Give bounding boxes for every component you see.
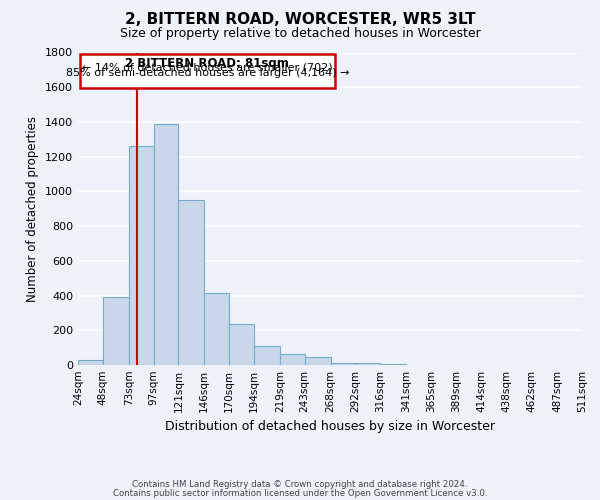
Y-axis label: Number of detached properties: Number of detached properties — [26, 116, 40, 302]
Text: Contains public sector information licensed under the Open Government Licence v3: Contains public sector information licen… — [113, 489, 487, 498]
Bar — [178, 200, 204, 365]
Bar — [154, 124, 178, 365]
Bar — [305, 356, 331, 365]
Bar — [78, 360, 103, 365]
FancyBboxPatch shape — [80, 54, 335, 88]
Bar — [103, 298, 129, 365]
Text: 85% of semi-detached houses are larger (4,164) →: 85% of semi-detached houses are larger (… — [65, 68, 349, 78]
X-axis label: Distribution of detached houses by size in Worcester: Distribution of detached houses by size … — [165, 420, 495, 434]
Bar — [229, 324, 254, 365]
Bar — [331, 364, 355, 365]
Bar — [129, 146, 154, 365]
Bar — [280, 354, 305, 365]
Bar — [380, 364, 406, 365]
Text: 2 BITTERN ROAD: 81sqm: 2 BITTERN ROAD: 81sqm — [125, 58, 289, 70]
Text: 2, BITTERN ROAD, WORCESTER, WR5 3LT: 2, BITTERN ROAD, WORCESTER, WR5 3LT — [125, 12, 475, 28]
Text: Size of property relative to detached houses in Worcester: Size of property relative to detached ho… — [119, 28, 481, 40]
Bar — [355, 364, 380, 365]
Text: Contains HM Land Registry data © Crown copyright and database right 2024.: Contains HM Land Registry data © Crown c… — [132, 480, 468, 489]
Bar — [204, 293, 229, 365]
Text: ← 14% of detached houses are smaller (702): ← 14% of detached houses are smaller (70… — [82, 63, 332, 73]
Bar — [254, 346, 280, 365]
